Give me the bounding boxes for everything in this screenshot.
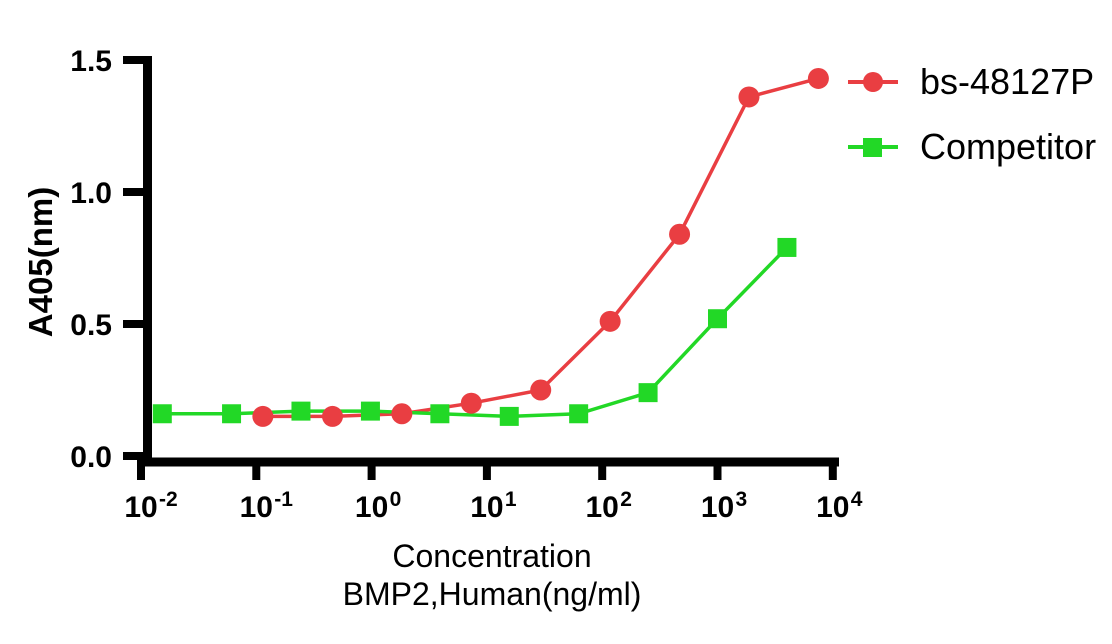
legend-marker-square: [848, 136, 898, 158]
x-tick-label-base: 10: [701, 491, 734, 524]
y-tick-label: 0.0: [70, 441, 112, 474]
legend-label-1: Competitor: [920, 126, 1097, 167]
data-point-Competitor: [152, 404, 172, 424]
data-point-bs-48127P: [738, 86, 760, 108]
data-point-Competitor: [291, 401, 311, 421]
x-tick-label-exponent: 1: [505, 488, 517, 511]
y-axis-title: A405(nm): [22, 187, 59, 337]
x-tick-label-base: 10: [124, 491, 157, 524]
data-point-bs-48127P: [321, 405, 343, 427]
data-point-Competitor: [360, 401, 380, 421]
square-marker-icon: [863, 138, 882, 157]
x-tick-label-exponent: 4: [851, 488, 863, 511]
x-axis-title-line1: Concentration: [392, 538, 591, 574]
legend-item-1: Competitor: [848, 125, 1096, 169]
data-point-Competitor: [777, 237, 797, 257]
y-tick-label: 1.0: [70, 177, 112, 210]
x-tick-label-exponent: 2: [620, 488, 632, 511]
data-point-Competitor: [222, 404, 242, 424]
data-layer: [152, 67, 829, 427]
data-point-bs-48127P: [460, 392, 482, 414]
x-tick-label-exponent: 3: [736, 488, 748, 511]
data-point-bs-48127P: [807, 67, 829, 89]
x-tick-label-exponent: 0: [390, 488, 402, 511]
data-point-Competitor: [430, 404, 450, 424]
x-tick-label-exponent: -2: [159, 488, 178, 511]
x-tick-label-base: 10: [240, 491, 273, 524]
data-point-Competitor: [499, 406, 519, 426]
axes-layer: 0.00.51.01.510 -2 10 -1 10 0 10 1 10 2 10 3 10 4: [70, 45, 863, 524]
x-axis-title-line2: BMP2,Human(ng/ml): [343, 576, 642, 612]
data-point-bs-48127P: [391, 403, 413, 425]
legend-item-0: bs-48127P: [848, 60, 1096, 104]
data-point-Competitor: [569, 404, 589, 424]
series-line-Competitor: [162, 246, 789, 419]
data-point-bs-48127P: [669, 223, 691, 245]
y-tick-label: 0.5: [70, 309, 112, 342]
data-point-bs-48127P: [530, 379, 552, 401]
legend-marker-circle: [848, 71, 898, 93]
x-tick-label-base: 10: [355, 491, 388, 524]
legend-label-0: bs-48127P: [920, 61, 1095, 102]
x-tick-label-exponent: -1: [274, 488, 293, 511]
y-tick-label: 1.5: [70, 45, 112, 78]
series-line-bs-48127P: [262, 76, 819, 419]
x-tick-label-base: 10: [470, 491, 503, 524]
x-tick-label-base: 10: [816, 491, 849, 524]
legend: bs-48127P Competitor: [848, 60, 1096, 169]
data-point-bs-48127P: [252, 405, 274, 427]
x-tick-label-base: 10: [586, 491, 619, 524]
data-point-bs-48127P: [599, 310, 621, 332]
data-point-Competitor: [638, 383, 658, 403]
circle-marker-icon: [863, 72, 883, 92]
data-point-Competitor: [708, 309, 727, 329]
